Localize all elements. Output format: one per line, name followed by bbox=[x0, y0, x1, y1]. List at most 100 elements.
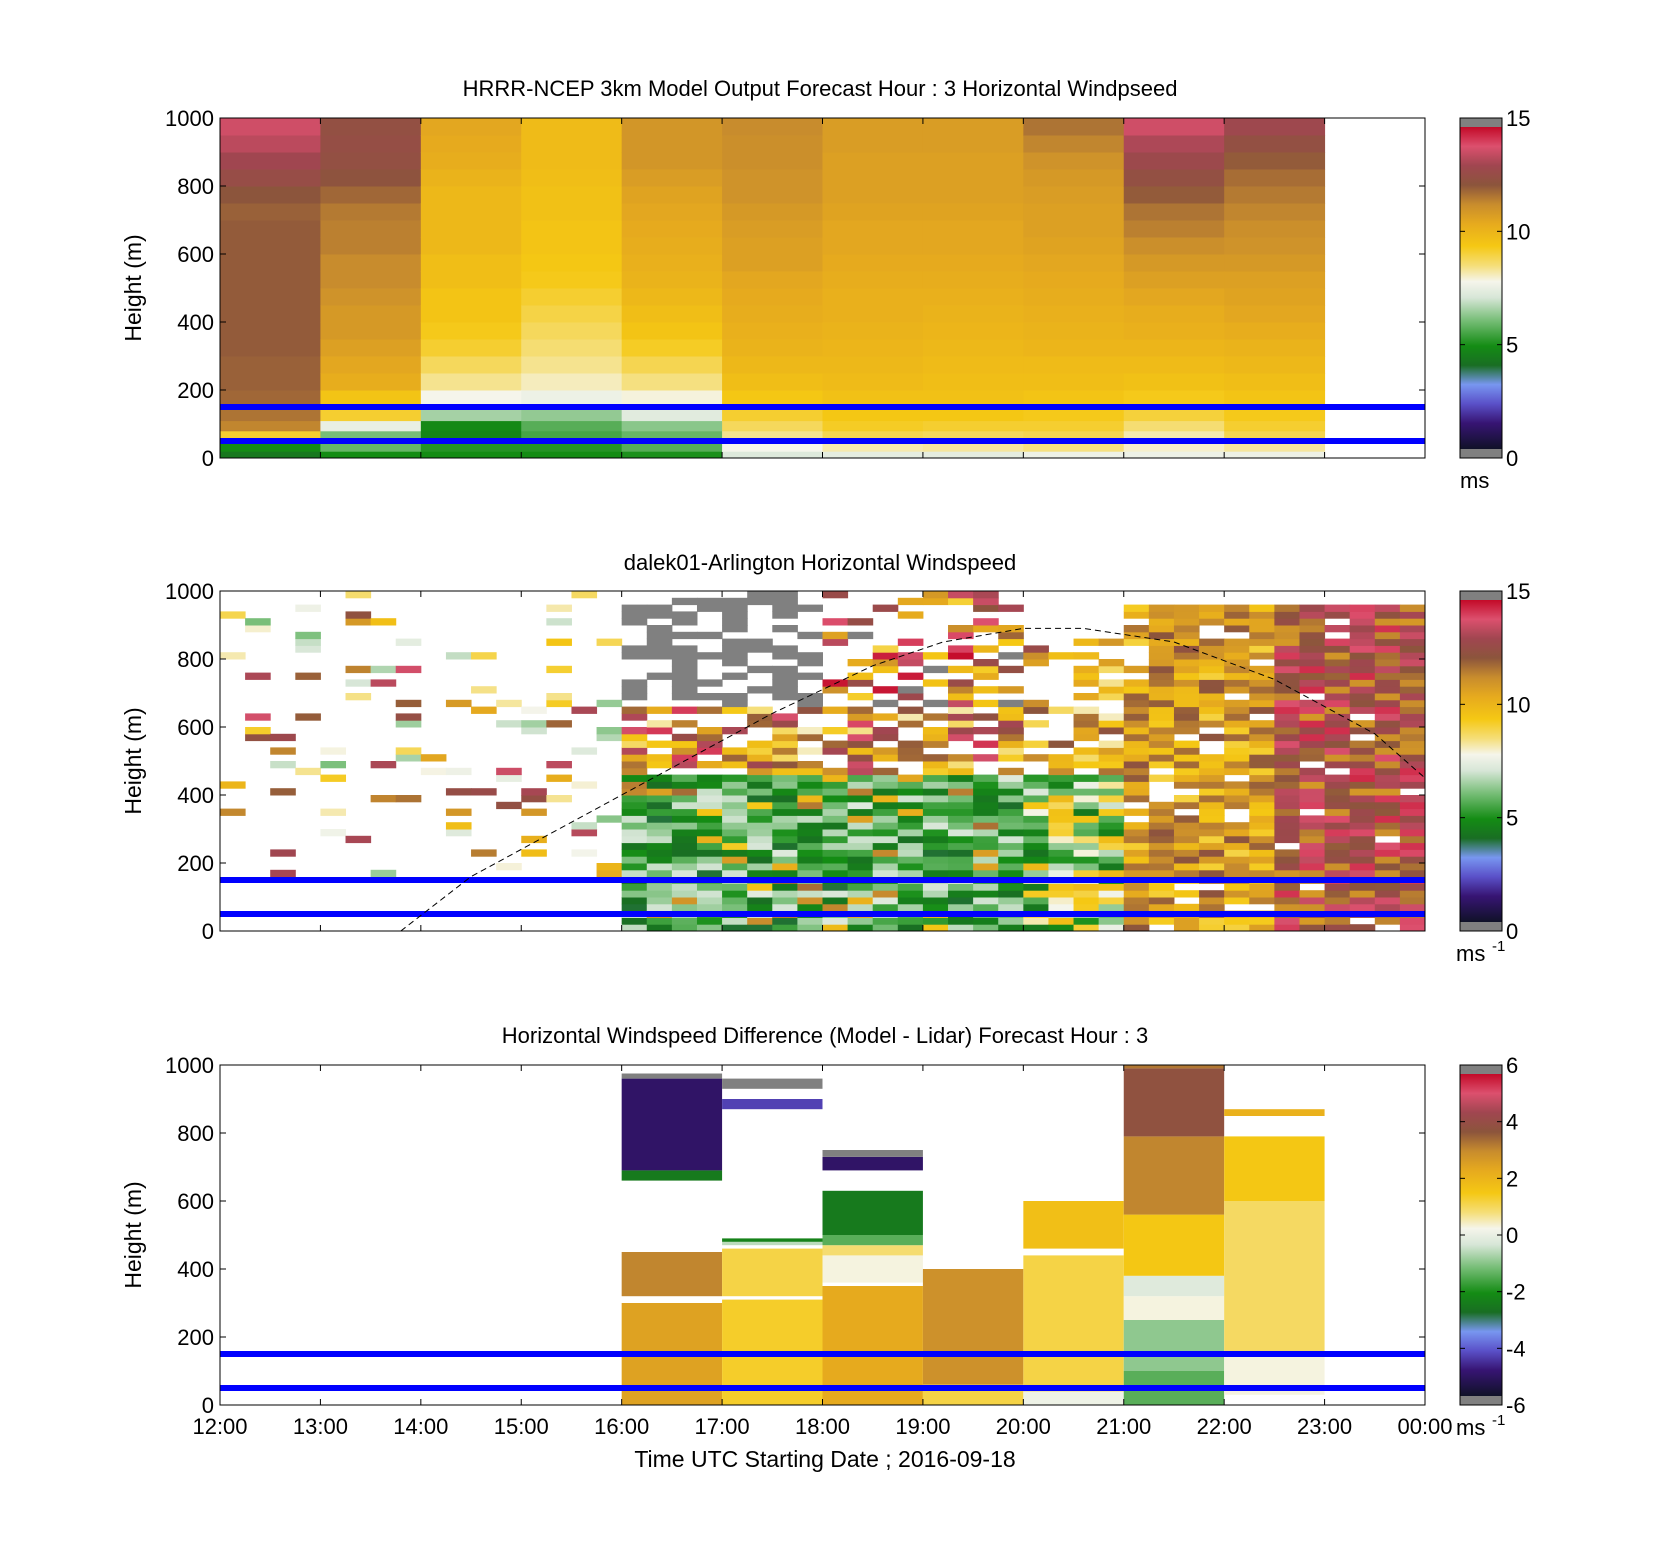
heatmap-cell bbox=[847, 693, 874, 701]
heatmap-cell bbox=[1224, 339, 1326, 357]
heatmap-cell bbox=[621, 788, 648, 796]
heatmap-cell bbox=[621, 795, 648, 803]
heatmap-cell bbox=[922, 863, 949, 871]
heatmap-cell bbox=[1098, 754, 1125, 762]
heatmap-cell bbox=[1224, 856, 1250, 864]
heatmap-cell bbox=[722, 356, 823, 374]
heatmap-cell bbox=[1173, 781, 1200, 789]
heatmap-cell bbox=[897, 897, 924, 905]
heatmap-cell bbox=[1399, 693, 1425, 701]
heatmap-cell bbox=[671, 774, 698, 782]
heatmap-cell bbox=[1224, 801, 1250, 810]
heatmap-cell bbox=[922, 591, 949, 599]
heatmap-cell bbox=[1123, 720, 1150, 728]
heatmap-cell bbox=[822, 822, 849, 830]
difference-segment bbox=[621, 1252, 723, 1297]
heatmap-cell bbox=[1349, 869, 1376, 878]
heatmap-cell bbox=[948, 767, 974, 776]
heatmap-cell bbox=[646, 720, 673, 728]
heatmap-cell bbox=[621, 420, 723, 432]
heatmap-cell bbox=[320, 420, 422, 432]
heatmap-cell bbox=[1249, 883, 1275, 891]
x-tick-label: 13:00 bbox=[293, 1414, 348, 1439]
heatmap-cell bbox=[722, 420, 823, 432]
heatmap-cell bbox=[948, 897, 974, 905]
difference-segment bbox=[922, 1269, 1024, 1385]
heatmap-cell bbox=[320, 390, 422, 408]
heatmap-cell bbox=[621, 774, 648, 782]
heatmap-cell bbox=[1349, 625, 1376, 633]
heatmap-cell bbox=[521, 420, 623, 432]
heatmap-cell bbox=[1274, 679, 1300, 687]
heatmap-cell bbox=[521, 186, 623, 204]
heatmap-cell bbox=[1199, 856, 1225, 864]
heatmap-cell bbox=[772, 856, 798, 864]
heatmap-cell bbox=[1123, 186, 1225, 204]
heatmap-cell bbox=[922, 869, 949, 878]
heatmap-cell bbox=[395, 747, 422, 755]
heatmap-cell bbox=[646, 652, 673, 660]
heatmap-cell bbox=[1249, 699, 1275, 708]
colorbar-tick-label: 4 bbox=[1506, 1110, 1518, 1135]
heatmap-cell bbox=[1023, 788, 1049, 796]
heatmap-cell bbox=[872, 727, 899, 735]
heatmap-cell bbox=[1349, 652, 1376, 660]
heatmap-cell bbox=[621, 740, 648, 748]
heatmap-cell bbox=[948, 706, 974, 714]
heatmap-cell bbox=[922, 118, 1024, 136]
heatmap-cell bbox=[772, 822, 798, 830]
heatmap-cell bbox=[948, 591, 974, 599]
panel-lidar-title: dalek01-Arlington Horizontal Windspeed bbox=[624, 550, 1017, 575]
heatmap-cell bbox=[1274, 781, 1300, 789]
heatmap-cell bbox=[1098, 747, 1125, 755]
heatmap-cell bbox=[772, 863, 798, 871]
heatmap-cell bbox=[1399, 917, 1425, 925]
heatmap-cell bbox=[1249, 733, 1275, 742]
heatmap-cell bbox=[1123, 767, 1150, 776]
heatmap-cell bbox=[722, 203, 823, 221]
heatmap-cell bbox=[1274, 604, 1300, 612]
heatmap-cell bbox=[922, 788, 949, 796]
heatmap-cell bbox=[546, 693, 572, 701]
heatmap-cell bbox=[822, 237, 924, 255]
heatmap-cell bbox=[1399, 747, 1425, 755]
heatmap-cell bbox=[521, 727, 547, 735]
heatmap-cell bbox=[1224, 890, 1250, 898]
heatmap-cell bbox=[1224, 169, 1326, 187]
heatmap-cell bbox=[897, 801, 924, 810]
heatmap-cell bbox=[998, 604, 1024, 612]
heatmap-cell bbox=[772, 815, 798, 823]
heatmap-cell bbox=[1098, 815, 1125, 823]
heatmap-cell bbox=[1199, 801, 1225, 810]
heatmap-cell bbox=[1148, 727, 1175, 735]
heatmap-cell bbox=[345, 693, 372, 701]
heatmap-cell bbox=[1173, 652, 1200, 660]
heatmap-cell bbox=[220, 135, 321, 153]
heatmap-cell bbox=[1324, 903, 1351, 912]
heatmap-cell bbox=[872, 781, 899, 789]
heatmap-cell bbox=[621, 322, 723, 340]
heatmap-cell bbox=[1148, 747, 1175, 755]
heatmap-cell bbox=[872, 795, 899, 803]
heatmap-cell bbox=[671, 747, 698, 755]
heatmap-cell bbox=[395, 720, 422, 728]
difference-segment bbox=[722, 1078, 823, 1089]
heatmap-cell bbox=[1148, 720, 1175, 728]
heatmap-cell bbox=[847, 842, 874, 850]
heatmap-cell bbox=[797, 733, 823, 742]
heatmap-cell bbox=[320, 322, 422, 340]
heatmap-cell bbox=[897, 781, 924, 789]
heatmap-cell bbox=[1399, 713, 1425, 721]
y-tick-label: 800 bbox=[177, 647, 214, 672]
heatmap-cell bbox=[1199, 917, 1225, 925]
heatmap-cell bbox=[621, 903, 648, 912]
heatmap-cell bbox=[772, 672, 798, 680]
panel-model: HRRR-NCEP 3km Model Output Forecast Hour… bbox=[120, 76, 1530, 493]
heatmap-cell bbox=[822, 135, 924, 153]
panel-model-title: HRRR-NCEP 3km Model Output Forecast Hour… bbox=[463, 76, 1178, 101]
heatmap-cell bbox=[1199, 611, 1225, 619]
heatmap-cell bbox=[1349, 747, 1376, 755]
heatmap-cell bbox=[1173, 618, 1200, 626]
heatmap-cell bbox=[1224, 699, 1250, 708]
